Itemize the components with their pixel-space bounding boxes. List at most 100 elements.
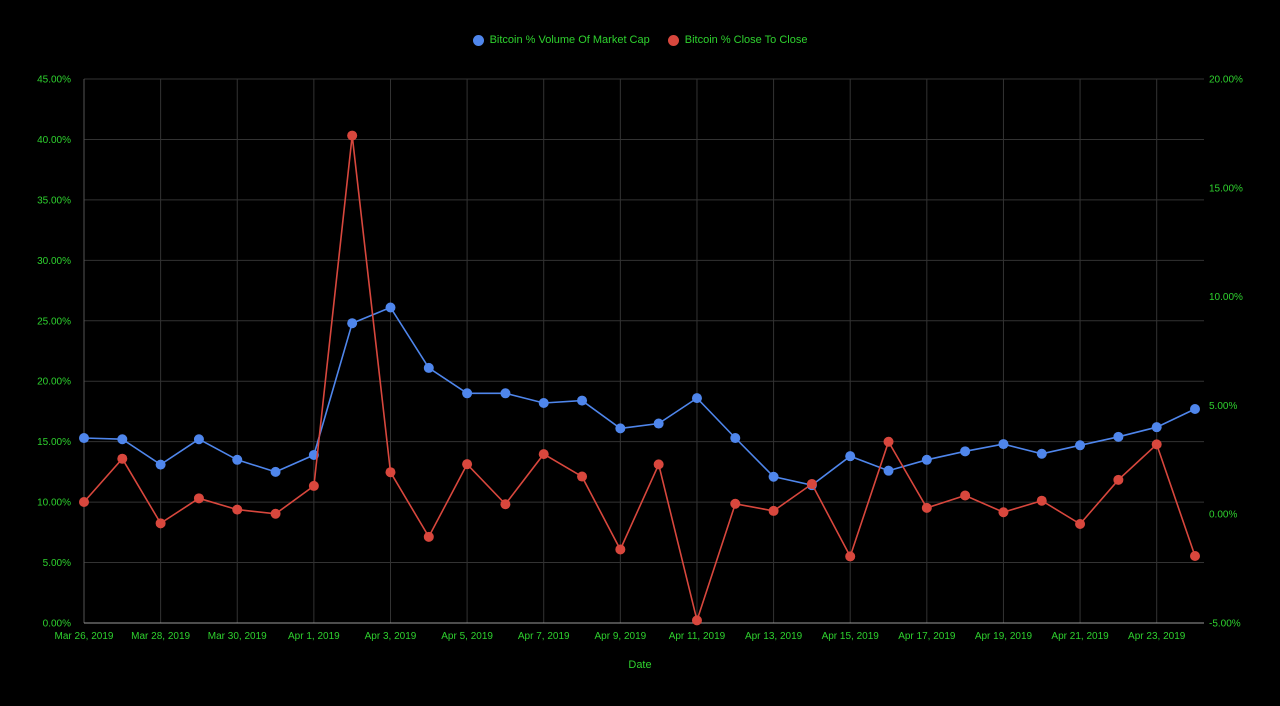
data-point-series-0[interactable] (1151, 422, 1162, 433)
data-point-series-1[interactable] (462, 459, 473, 470)
axes (83, 79, 1204, 624)
data-point-series-1[interactable] (308, 480, 319, 491)
y-right-tick-label: -5.00% (1209, 619, 1241, 630)
data-point-series-0[interactable] (1190, 404, 1200, 415)
data-point-series-0[interactable] (423, 362, 434, 373)
legend-label-volume: Bitcoin % Volume Of Market Cap (489, 34, 650, 46)
data-point-series-0[interactable] (79, 433, 89, 444)
data-point-series-1[interactable] (270, 508, 281, 519)
data-point-series-1[interactable] (1190, 550, 1200, 561)
x-tick-label: Mar 28, 2019 (131, 631, 190, 642)
data-point-series-1[interactable] (385, 467, 396, 478)
data-point-series-0[interactable] (883, 465, 894, 476)
data-point-series-1[interactable] (423, 531, 434, 542)
data-point-series-1[interactable] (883, 436, 894, 447)
data-point-series-1[interactable] (117, 453, 128, 464)
data-point-series-1[interactable] (691, 615, 702, 626)
chart-legend: Bitcoin % Volume Of Market Cap Bitcoin %… (0, 34, 1280, 46)
legend-marker-volume (472, 34, 484, 46)
data-point-series-0[interactable] (845, 451, 856, 462)
x-tick-label: Apr 7, 2019 (518, 631, 570, 642)
data-point-series-0[interactable] (270, 466, 281, 477)
x-tick-label: Apr 1, 2019 (288, 631, 340, 642)
data-point-series-0[interactable] (768, 471, 779, 482)
x-tick-label: Apr 23, 2019 (1128, 631, 1186, 642)
y-left-tick-label: 10.00% (37, 498, 71, 509)
series-group (79, 130, 1200, 626)
data-point-series-0[interactable] (1075, 440, 1086, 451)
y-left-tick-label: 20.00% (37, 377, 71, 388)
y-left-tick-label: 45.00% (37, 75, 71, 86)
data-point-series-0[interactable] (1036, 448, 1047, 459)
data-point-series-1[interactable] (1151, 439, 1162, 450)
x-tick-label: Apr 13, 2019 (745, 631, 803, 642)
data-point-series-0[interactable] (615, 423, 626, 434)
data-point-series-0[interactable] (960, 446, 971, 457)
data-point-series-0[interactable] (653, 418, 664, 429)
data-point-series-1[interactable] (1075, 518, 1086, 529)
y-left-tick-label: 15.00% (37, 437, 71, 448)
data-point-series-1[interactable] (347, 130, 358, 141)
data-point-series-1[interactable] (193, 493, 204, 504)
data-point-series-0[interactable] (577, 395, 588, 406)
data-point-series-1[interactable] (1113, 474, 1124, 485)
data-point-series-1[interactable] (1036, 495, 1047, 506)
data-point-series-0[interactable] (998, 439, 1009, 450)
data-point-series-0[interactable] (691, 393, 702, 404)
x-tick-label: Apr 17, 2019 (898, 631, 956, 642)
x-tick-label: Apr 5, 2019 (441, 631, 493, 642)
y-right-tick-label: 0.00% (1209, 510, 1237, 521)
tick-labels: 0.00% 5.00% 10.00% 15.00% 20.00% 25.00% 30.00%… (37, 75, 1243, 643)
data-point-series-1[interactable] (730, 498, 741, 509)
data-point-series-0[interactable] (462, 388, 473, 399)
data-point-series-0[interactable] (385, 302, 396, 313)
series-line-0 (83, 306, 1196, 487)
y-right-tick-label: 5.00% (1209, 401, 1237, 412)
x-tick-label: Apr 11, 2019 (669, 631, 726, 642)
legend-label-close: Bitcoin % Close To Close (684, 34, 808, 46)
data-point-series-1[interactable] (615, 544, 626, 555)
data-point-series-0[interactable] (921, 454, 932, 465)
y-left-tick-label: 40.00% (37, 135, 71, 146)
x-tick-label: Apr 21, 2019 (1051, 631, 1109, 642)
data-point-series-1[interactable] (806, 478, 817, 489)
data-point-series-1[interactable] (500, 499, 511, 510)
legend-item-close[interactable]: Bitcoin % Close To Close (667, 34, 808, 46)
x-tick-label: Mar 26, 2019 (55, 631, 114, 642)
y-left-tick-label: 25.00% (37, 316, 71, 327)
y-left-tick-label: 35.00% (37, 195, 71, 206)
data-point-series-0[interactable] (193, 434, 204, 445)
data-point-series-0[interactable] (730, 433, 741, 444)
data-point-series-1[interactable] (998, 507, 1009, 518)
x-tick-label: Apr 15, 2019 (822, 631, 880, 642)
data-point-series-1[interactable] (845, 551, 856, 562)
data-point-series-1[interactable] (232, 504, 243, 515)
y-left-tick-label: 0.00% (43, 619, 71, 630)
x-tick-label: Mar 30, 2019 (208, 631, 267, 642)
data-point-series-0[interactable] (1113, 431, 1124, 442)
x-axis-title: Date (628, 659, 651, 671)
y-right-tick-label: 15.00% (1209, 183, 1243, 194)
grid-lines (83, 78, 1204, 624)
data-point-series-1[interactable] (960, 490, 971, 501)
legend-item-volume[interactable]: Bitcoin % Volume Of Market Cap (472, 34, 650, 46)
data-point-series-1[interactable] (768, 505, 779, 516)
data-point-series-0[interactable] (155, 459, 166, 470)
data-point-series-0[interactable] (538, 397, 549, 408)
data-point-series-0[interactable] (232, 454, 243, 465)
data-point-series-0[interactable] (117, 434, 128, 445)
y-right-tick-label: 20.00% (1209, 75, 1243, 86)
data-point-series-1[interactable] (538, 449, 549, 460)
data-point-series-0[interactable] (500, 388, 511, 399)
data-point-series-1[interactable] (921, 502, 932, 513)
data-point-series-1[interactable] (79, 497, 89, 508)
data-point-series-1[interactable] (653, 459, 664, 470)
series-line-1 (83, 135, 1196, 624)
legend-marker-close (667, 34, 679, 46)
x-tick-label: Apr 3, 2019 (365, 631, 417, 642)
data-point-series-1[interactable] (155, 518, 166, 529)
data-point-series-0[interactable] (347, 318, 358, 329)
y-left-tick-label: 30.00% (37, 256, 71, 267)
data-point-series-1[interactable] (577, 471, 588, 482)
y-left-tick-label: 5.00% (43, 558, 71, 569)
